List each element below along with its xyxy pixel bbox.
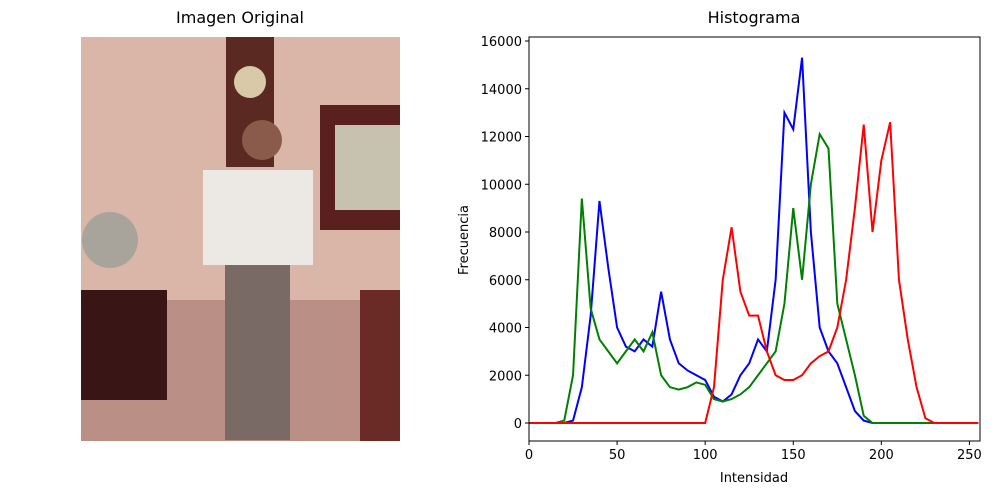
- series-line: [529, 57, 979, 424]
- y-axis-label: Frecuencia: [457, 205, 472, 275]
- axes-frame: [528, 36, 981, 442]
- x-tick-label: 200: [869, 448, 894, 463]
- y-tick-label: 14000: [481, 83, 522, 98]
- photo: [81, 37, 400, 441]
- y-tick-label: 0: [514, 417, 522, 432]
- x-tick-label: 250: [957, 448, 982, 463]
- image-title: Imagen Original: [176, 8, 304, 27]
- x-tick-label: 150: [781, 448, 806, 463]
- y-tick-label: 16000: [481, 35, 522, 50]
- y-tick-label: 6000: [489, 274, 522, 289]
- y-tick-label: 8000: [489, 226, 522, 241]
- x-tick-label: 0: [525, 448, 533, 463]
- y-tick-label: 2000: [489, 369, 522, 384]
- y-tick-label: 12000: [481, 131, 522, 146]
- x-tick-label: 100: [693, 448, 718, 463]
- x-axis-label: Intensidad: [720, 471, 788, 486]
- series-line: [529, 131, 979, 424]
- y-tick-label: 10000: [481, 178, 522, 193]
- chart-title: Histograma: [708, 8, 801, 27]
- y-tick-label: 4000: [489, 322, 522, 337]
- x-tick-label: 50: [609, 448, 626, 463]
- series-line: [529, 121, 979, 424]
